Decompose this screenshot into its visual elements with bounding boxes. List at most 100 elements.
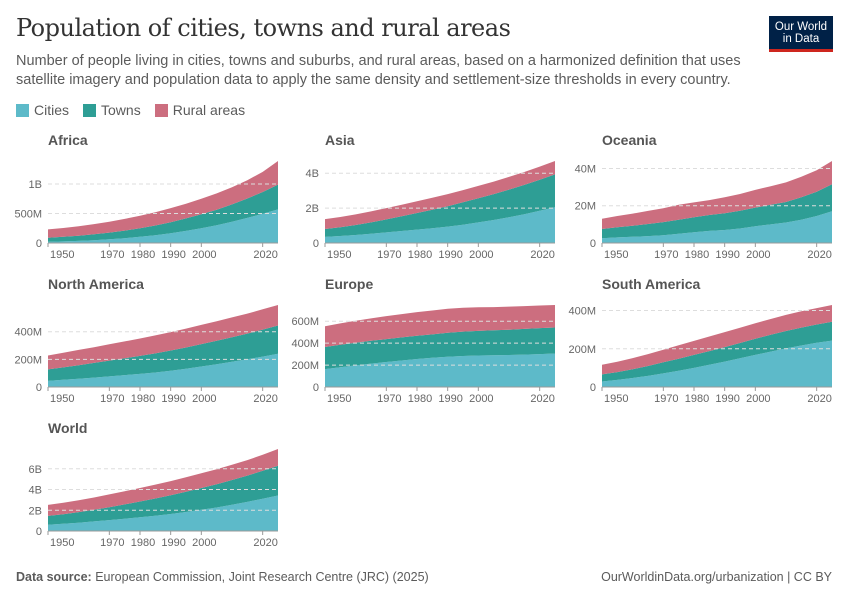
panel-south-america: South America 0 200M 400M 1950 1970 1980 1990 20… xyxy=(568,276,832,405)
x-tick-label: 1990 xyxy=(161,249,185,261)
y-tick-label: 2B xyxy=(29,505,42,517)
x-tick-label: 1990 xyxy=(161,537,185,549)
x-tick-label: 1990 xyxy=(438,393,462,405)
area-cities xyxy=(325,207,555,243)
legend-item-rural[interactable]: Rural areas xyxy=(154,102,246,118)
x-tick-label: 1980 xyxy=(131,249,155,261)
y-tick-label: 200M xyxy=(291,360,319,372)
x-tick-label: 1980 xyxy=(685,393,709,405)
legend-label: Rural areas xyxy=(172,102,246,118)
y-tick-label: 400M xyxy=(568,306,596,318)
x-tick-label: 1950 xyxy=(50,393,74,405)
area-cities xyxy=(602,211,832,243)
x-tick-label: 2000 xyxy=(192,393,216,405)
y-tick-label: 4B xyxy=(29,485,42,497)
area-towns xyxy=(602,184,832,239)
panel-title: Oceania xyxy=(602,132,657,148)
x-tick-label: 1980 xyxy=(408,249,432,261)
x-tick-label: 2020 xyxy=(807,393,831,405)
y-tick-label: 6B xyxy=(29,464,42,476)
x-tick-label: 1950 xyxy=(50,249,74,261)
area-rural-areas xyxy=(602,161,832,229)
panel-north-america: North America 0 200M 400M 1950 1970 1980 1990 20… xyxy=(14,276,278,405)
x-tick-label: 2000 xyxy=(192,537,216,549)
x-tick-label: 2000 xyxy=(192,249,216,261)
x-tick-label: 1990 xyxy=(715,249,739,261)
x-tick-label: 1950 xyxy=(604,249,628,261)
area-towns xyxy=(602,321,832,382)
x-tick-label: 1980 xyxy=(408,393,432,405)
x-tick-label: 1980 xyxy=(685,249,709,261)
x-tick-label: 2020 xyxy=(253,393,277,405)
area-rural-areas xyxy=(602,305,832,375)
chart-subtitle: Number of people living in cities, towns… xyxy=(16,53,741,88)
legend-item-cities[interactable]: Cities xyxy=(16,102,69,118)
legend-label: Towns xyxy=(101,102,141,118)
x-tick-label: 2020 xyxy=(253,537,277,549)
panel-world: World 0 2B 4B 6B 1950 1970 1980 1990 2000 2020 xyxy=(29,420,278,549)
area-rural-areas xyxy=(48,305,278,370)
x-tick-label: 2000 xyxy=(746,393,770,405)
legend-label: Cities xyxy=(34,102,70,118)
y-tick-label: 0 xyxy=(36,382,42,394)
legend-swatch-rural xyxy=(154,103,168,117)
y-tick-label: 2B xyxy=(306,203,319,215)
x-tick-label: 1990 xyxy=(438,249,462,261)
footer-link[interactable]: OurWorldinData.org/urbanization | CC BY xyxy=(601,570,832,584)
y-tick-label: 0 xyxy=(313,238,319,250)
y-tick-label: 0 xyxy=(590,382,596,394)
x-tick-label: 2020 xyxy=(253,249,277,261)
owid-logo[interactable]: Our World in Data xyxy=(769,16,833,52)
source-text: European Commission, Joint Research Cent… xyxy=(95,570,429,584)
x-tick-label: 1970 xyxy=(377,393,401,405)
area-rural-areas xyxy=(48,449,278,516)
panel-title: South America xyxy=(602,276,700,292)
x-tick-label: 1970 xyxy=(654,249,678,261)
panel-europe: Europe 0 200M 400M 600M 1950 1970 1980 1990 2000 2… xyxy=(291,276,555,405)
y-tick-label: 400M xyxy=(291,338,319,350)
panel-title: World xyxy=(48,420,87,436)
chart-title: Population of cities, towns and rural ar… xyxy=(16,14,511,42)
panel-title: Europe xyxy=(325,276,373,292)
y-tick-label: 600M xyxy=(291,316,319,328)
y-tick-label: 4B xyxy=(306,168,319,180)
y-tick-label: 200M xyxy=(568,344,596,356)
x-tick-label: 1970 xyxy=(100,537,124,549)
x-tick-label: 1970 xyxy=(100,393,124,405)
legend-swatch-towns xyxy=(83,103,97,117)
x-tick-label: 2000 xyxy=(469,393,493,405)
y-tick-label: 400M xyxy=(14,327,42,339)
area-rural-areas xyxy=(325,305,555,347)
area-towns xyxy=(325,174,555,237)
area-rural-areas xyxy=(48,161,278,238)
y-tick-label: 40M xyxy=(575,163,596,175)
x-tick-label: 1970 xyxy=(377,249,401,261)
area-cities xyxy=(602,340,832,387)
panel-title: Asia xyxy=(325,132,355,148)
y-tick-label: 500M xyxy=(14,209,42,221)
x-tick-label: 1970 xyxy=(100,249,124,261)
data-source: Data source: European Commission, Joint … xyxy=(16,570,429,584)
area-cities xyxy=(325,353,555,387)
y-tick-label: 0 xyxy=(36,526,42,538)
panel-africa: Africa 0 500M 1B 1950 1970 1980 1990 2000 2020 xyxy=(14,132,278,261)
x-tick-label: 2020 xyxy=(530,249,554,261)
x-tick-label: 2020 xyxy=(530,393,554,405)
legend-item-towns[interactable]: Towns xyxy=(83,102,141,118)
x-tick-label: 1980 xyxy=(131,393,155,405)
y-tick-label: 200M xyxy=(14,354,42,366)
y-tick-label: 0 xyxy=(36,238,42,250)
x-tick-label: 1970 xyxy=(654,393,678,405)
area-towns xyxy=(48,325,278,381)
x-tick-label: 2000 xyxy=(469,249,493,261)
x-tick-label: 1980 xyxy=(131,537,155,549)
x-tick-label: 1990 xyxy=(161,393,185,405)
area-cities xyxy=(48,353,278,387)
x-tick-label: 1950 xyxy=(604,393,628,405)
legend: Cities Towns Rural areas xyxy=(16,102,245,118)
x-tick-label: 1950 xyxy=(327,393,351,405)
x-tick-label: 1950 xyxy=(50,537,74,549)
y-tick-label: 20M xyxy=(575,201,596,213)
panel-title: North America xyxy=(48,276,144,292)
legend-swatch-cities xyxy=(16,103,29,117)
